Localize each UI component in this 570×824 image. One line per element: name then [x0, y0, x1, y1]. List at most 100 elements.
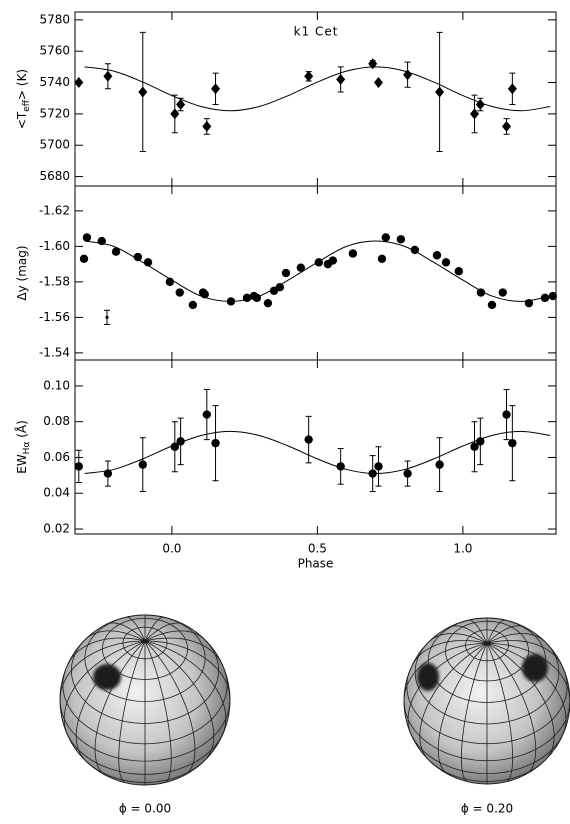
- y-tick-label: 5700: [39, 138, 70, 152]
- data-point: [377, 254, 387, 263]
- model-curve: [84, 66, 551, 112]
- plot-frame: [74, 359, 557, 535]
- data-point: [175, 288, 184, 297]
- y-axis-label: EWHα (Å): [14, 420, 32, 474]
- surface-maps: ϕ = 0.00 ϕ = 0.20: [59, 614, 570, 816]
- y-tick-label: 5760: [39, 44, 70, 58]
- data-point: [202, 120, 212, 132]
- data-point: [368, 58, 378, 70]
- data-point: [252, 293, 262, 303]
- sample-error-point: [105, 315, 109, 319]
- data-point: [74, 77, 84, 89]
- data-point: [373, 77, 383, 89]
- data-point: [79, 254, 89, 263]
- data-point: [242, 293, 252, 303]
- y-tick-label: 5780: [39, 12, 70, 26]
- data-point: [281, 268, 291, 278]
- x-axis-label: Phase: [298, 557, 334, 571]
- star-surface: ϕ = 0.00: [59, 614, 231, 816]
- data-point: [138, 86, 148, 98]
- data-point: [410, 245, 420, 255]
- y-tick-label: 0.10: [43, 378, 70, 392]
- y-axis-label-text: Δy (mag): [15, 245, 29, 300]
- y-axis-label-text: EW: [15, 454, 29, 474]
- star-grid: [403, 617, 570, 784]
- data-point: [170, 442, 180, 451]
- data-point: [263, 298, 273, 308]
- data-point: [441, 258, 451, 267]
- data-point: [170, 108, 180, 120]
- data-point: [165, 277, 175, 287]
- data-point: [348, 249, 358, 258]
- data-point: [368, 469, 377, 478]
- phase-label: ϕ = 0.20: [461, 802, 513, 816]
- data-point: [328, 256, 338, 265]
- data-point: [498, 288, 507, 297]
- data-point: [138, 460, 147, 469]
- data-point: [304, 70, 314, 82]
- data-point: [475, 98, 485, 110]
- data-point: [403, 469, 412, 478]
- y-axis-label-sub: eff: [22, 99, 32, 112]
- star-surface: ϕ = 0.20: [403, 617, 570, 816]
- data-point: [226, 297, 236, 306]
- data-point: [396, 235, 406, 244]
- data-point: [176, 437, 185, 446]
- data-point: [403, 69, 413, 81]
- data-point: [82, 233, 92, 242]
- y-tick-label: 0.02: [43, 521, 70, 535]
- data-point: [548, 291, 557, 301]
- data-point: [502, 120, 512, 132]
- data-point: [476, 437, 485, 446]
- y-tick-label: -1.56: [39, 310, 70, 324]
- data-point: [211, 438, 220, 448]
- y-tick-label: -1.60: [39, 239, 70, 253]
- data-point: [508, 438, 517, 448]
- y-axis-label-sub: Hα: [22, 442, 32, 455]
- star-grid: [59, 614, 231, 785]
- y-axis-label: Δy (mag): [15, 245, 29, 300]
- data-point: [336, 462, 345, 471]
- x-tick-label: 0.0: [162, 542, 181, 556]
- y-tick-label: -1.62: [39, 203, 70, 217]
- data-point: [111, 247, 121, 256]
- data-point: [275, 283, 285, 292]
- data-point: [470, 442, 479, 451]
- data-point: [103, 70, 113, 82]
- x-tick-label: 1.0: [453, 542, 472, 556]
- data-point: [200, 290, 209, 299]
- data-point: [304, 435, 313, 444]
- data-point: [524, 298, 534, 308]
- y-axis-label-end: > (K): [15, 69, 29, 100]
- y-tick-label: 5740: [39, 75, 70, 89]
- y-tick-label: 5680: [39, 169, 70, 183]
- data-point: [476, 288, 486, 297]
- data-point: [176, 98, 186, 110]
- star-spot: [93, 664, 121, 690]
- data-point: [314, 258, 324, 267]
- y-tick-label: 5720: [39, 106, 70, 120]
- y-tick-label: 0.04: [43, 486, 70, 500]
- y-axis-label-text: <T: [15, 111, 29, 129]
- y-tick-label: 0.08: [43, 414, 70, 428]
- data-point: [336, 73, 346, 85]
- model-curve: [84, 430, 551, 475]
- star-spot: [522, 654, 548, 682]
- data-point: [211, 83, 221, 95]
- panel: 0.02 0.04 0.06 0.08 0.10 0.0 0.5 1.0 Phase EWHα (…: [14, 359, 557, 571]
- data-point: [188, 300, 198, 310]
- data-point: [133, 252, 143, 262]
- chart-title: k1 Cet: [294, 25, 339, 39]
- plot-frame: [74, 185, 557, 361]
- data-point: [74, 462, 83, 471]
- data-point: [381, 233, 390, 242]
- data-point: [435, 460, 444, 469]
- data-point: [540, 293, 550, 303]
- data-point: [296, 263, 306, 272]
- phase-label: ϕ = 0.00: [119, 802, 171, 816]
- data-point: [103, 469, 113, 478]
- x-tick-label: 0.5: [308, 542, 327, 556]
- data-point: [97, 236, 106, 246]
- data-point: [454, 267, 464, 276]
